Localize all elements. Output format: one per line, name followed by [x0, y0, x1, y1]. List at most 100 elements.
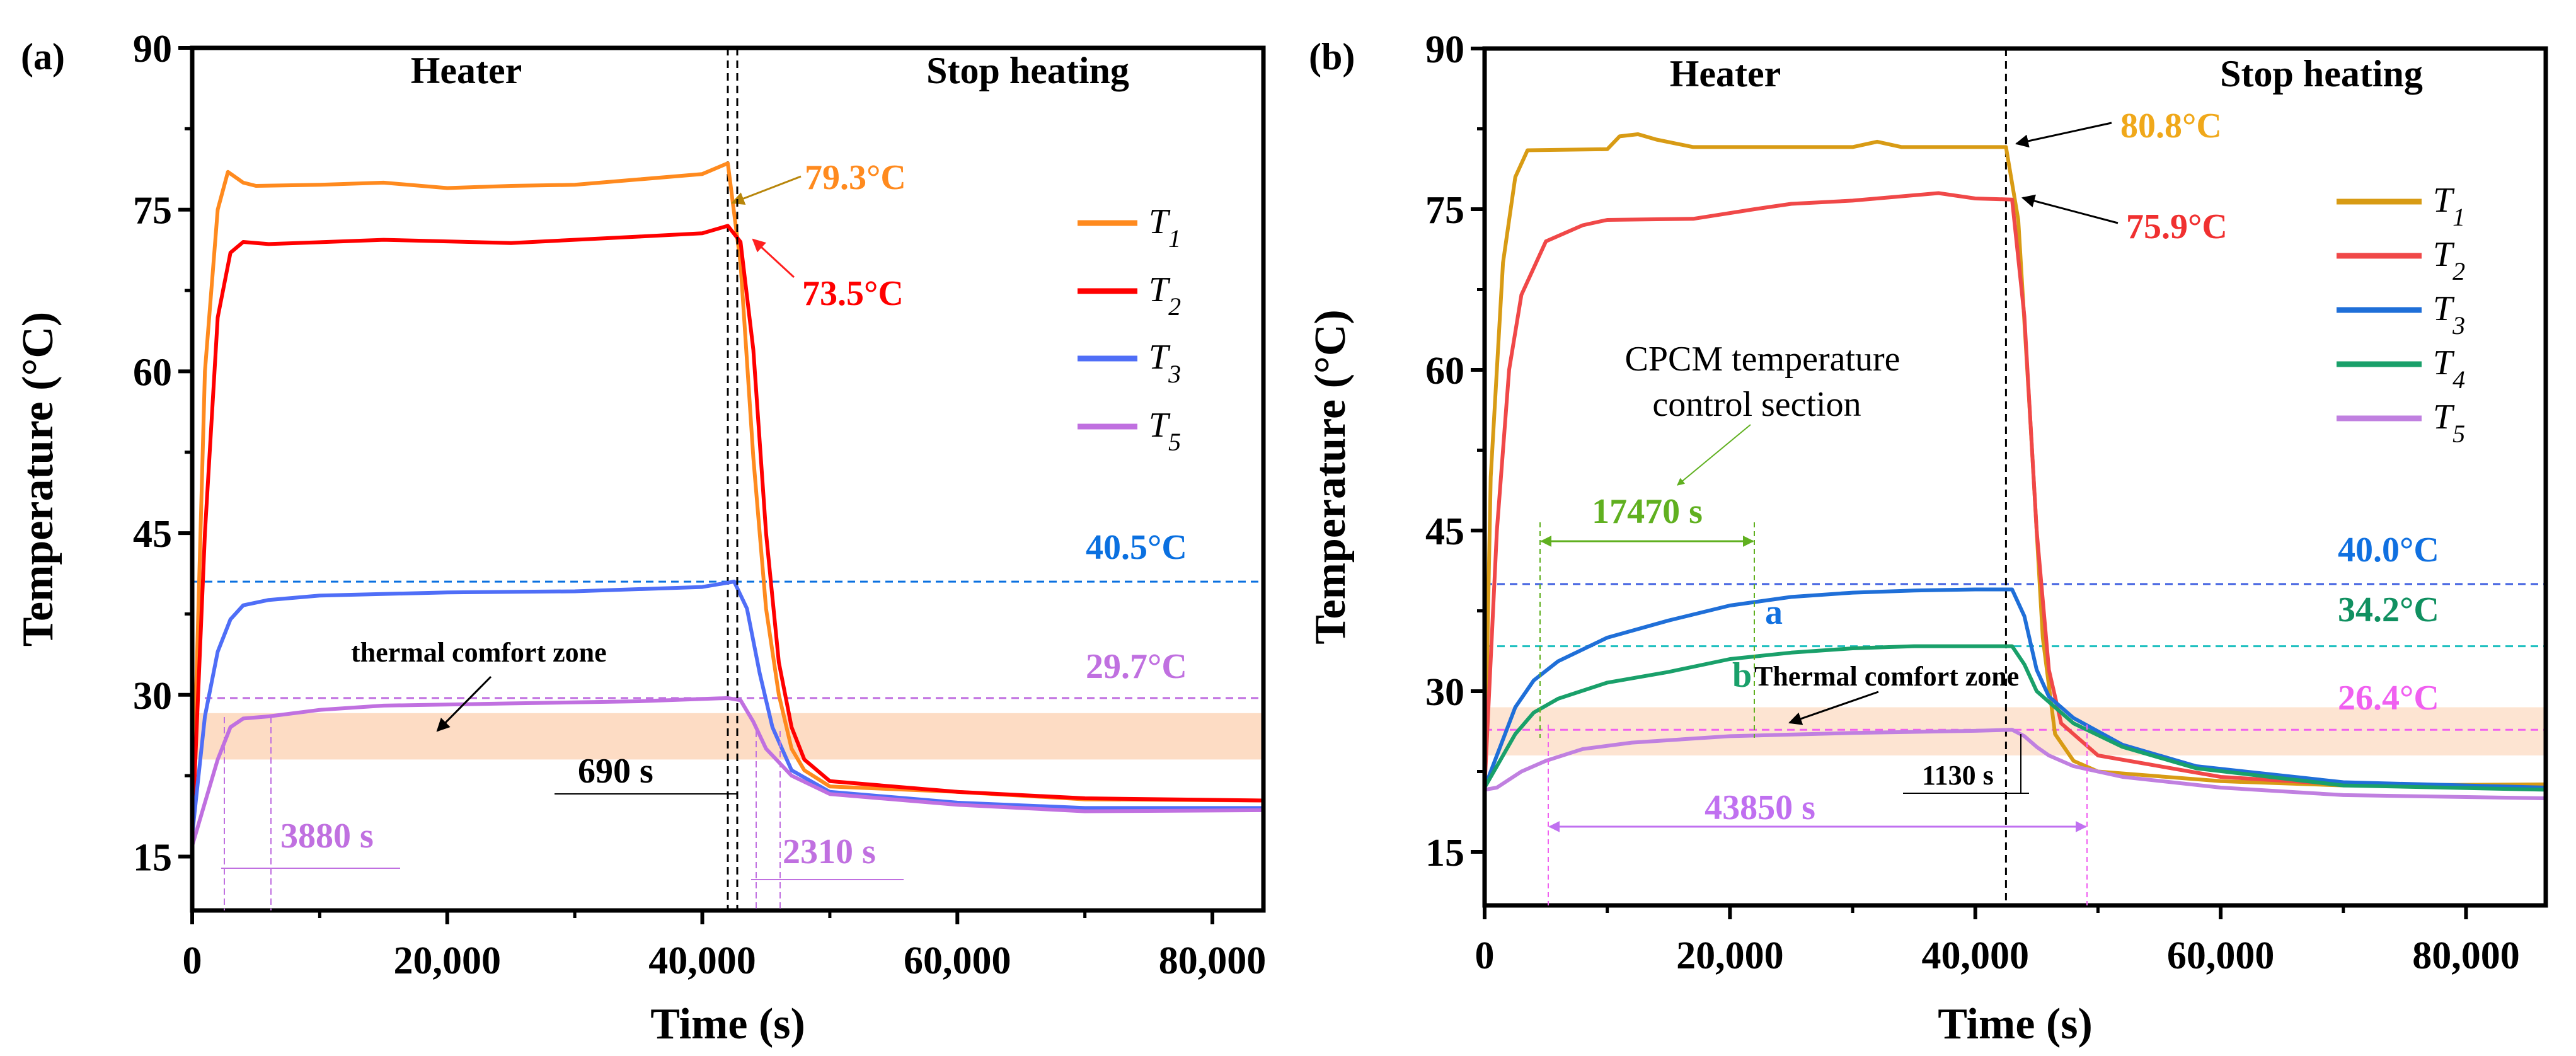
- legend-label-t3: T3: [2433, 289, 2465, 340]
- t1-peak-label: 80.8°C: [2120, 106, 2222, 146]
- panel-label: (b): [1309, 36, 1355, 77]
- reference-line-label: 40.0°C: [2338, 531, 2439, 570]
- y-tick-label: 75: [1425, 189, 1464, 232]
- y-tick-label: 30: [133, 675, 172, 718]
- reference-line-label: 40.5°C: [1086, 528, 1187, 567]
- legend-label-t2: T2: [1149, 270, 1181, 321]
- t1-peak-arrow: [731, 175, 802, 205]
- rise-time-label: 3880 s: [280, 817, 374, 856]
- region-heater-label: Heater: [411, 50, 522, 91]
- series-line-t2: [1483, 191, 2546, 789]
- series-line-t3: [1483, 587, 2546, 789]
- legend-subscript: 1: [1168, 224, 1181, 253]
- cpcm-label-line1: CPCM temperature: [1624, 340, 1900, 379]
- fall-time-label: 2310 s: [783, 832, 876, 871]
- reference-line-label: 34.2°C: [2338, 590, 2439, 629]
- plot-frame: [190, 45, 1266, 913]
- x-tick-label: 60,000: [2167, 934, 2275, 977]
- reference-line-label: 29.7°C: [1086, 647, 1187, 686]
- reference-line-label: 26.4°C: [2338, 679, 2439, 718]
- region-heater-label: Heater: [1670, 53, 1781, 95]
- series-line-t1: [1483, 132, 2546, 788]
- legend-subscript: 1: [2452, 203, 2465, 231]
- cpcm-arrow: [1677, 424, 1751, 486]
- legend-label-t4: T4: [2433, 343, 2465, 394]
- series-line-t3: [190, 580, 1263, 835]
- t1-peak-arrow: [2015, 122, 2112, 148]
- x-tick-label: 0: [183, 939, 202, 982]
- legend-label-t5: T5: [1149, 406, 1181, 456]
- x-tick-label: 60,000: [904, 939, 1011, 982]
- t1-peak-label: 79.3°C: [805, 158, 906, 197]
- cpcm-label-line2: control section: [1652, 385, 1861, 424]
- x-tick-label: 80,000: [2412, 934, 2520, 977]
- legend-subscript: 2: [2452, 257, 2465, 285]
- y-tick-label: 60: [133, 351, 172, 394]
- y-tick-label: 90: [133, 28, 172, 71]
- t2-peak-arrow: [2021, 194, 2119, 224]
- t2-peak-label: 73.5°C: [802, 274, 904, 313]
- x-tick-label: 20,000: [1676, 934, 1784, 977]
- region-stop-label: Stop heating: [2220, 53, 2423, 95]
- y-tick-label: 30: [1425, 671, 1464, 714]
- legend-name: T: [2433, 343, 2455, 382]
- legend-name: T: [2433, 181, 2455, 220]
- x-axis-title: Time (s): [1938, 1000, 2093, 1048]
- legend-subscript: 5: [1168, 428, 1181, 456]
- legend-subscript: 5: [2452, 420, 2465, 448]
- legend-label-t1: T1: [2433, 181, 2465, 231]
- y-tick-label: 15: [1425, 832, 1464, 875]
- comfort-zone-label: Thermal comfort zone: [1754, 661, 2019, 692]
- comfort-zone-arrow: [1788, 691, 1879, 725]
- y-tick-label: 45: [1425, 510, 1464, 553]
- lag-label: 1130 s: [1922, 760, 1994, 791]
- series-line-t2: [190, 224, 1264, 835]
- panel-label: (a): [21, 36, 65, 77]
- legend-subscript: 4: [2452, 365, 2465, 394]
- y-tick-label: 15: [133, 836, 172, 879]
- point-a-label: a: [1765, 593, 1783, 632]
- x-tick-label: 20,000: [394, 939, 502, 982]
- y-axis-title: Temperature (°C): [14, 312, 62, 647]
- plot-frame: [1482, 46, 2548, 908]
- legend-name: T: [2433, 235, 2455, 274]
- legend-subscript: 2: [1168, 292, 1181, 321]
- t2-peak-arrow: [752, 238, 795, 278]
- x-axis-title: Time (s): [650, 1000, 805, 1048]
- cpcm-duration-label: 17470 s: [1592, 492, 1703, 531]
- y-axis-title: Temperature (°C): [1306, 309, 1355, 645]
- y-tick-label: 60: [1425, 350, 1464, 393]
- series-line-t4: [1483, 644, 2546, 792]
- legend-name: T: [1149, 406, 1171, 445]
- comfort-duration-label: 43850 s: [1705, 788, 1815, 827]
- y-tick-label: 45: [133, 513, 172, 556]
- legend-name: T: [2433, 398, 2455, 437]
- x-tick-label: 40,000: [1921, 934, 2029, 977]
- series-line-t5: [1484, 728, 2546, 800]
- legend-label-t2: T2: [2433, 235, 2465, 285]
- lag-label: 690 s: [578, 752, 653, 791]
- region-stop-label: Stop heating: [926, 50, 1129, 91]
- series-line-t5: [190, 696, 1264, 847]
- y-tick-label: 75: [133, 190, 172, 232]
- point-b-label: b: [1732, 656, 1752, 695]
- legend-label-t3: T3: [1149, 338, 1181, 388]
- legend-label-t5: T5: [2433, 398, 2465, 448]
- x-tick-label: 80,000: [1159, 939, 1267, 982]
- legend-name: T: [1149, 202, 1171, 241]
- comfort-zone-label: thermal comfort zone: [351, 637, 607, 668]
- legend-subscript: 3: [1168, 360, 1181, 388]
- legend-label-t1: T1: [1149, 202, 1181, 253]
- x-tick-label: 40,000: [648, 939, 756, 982]
- legend-subscript: 3: [2452, 311, 2465, 340]
- comfort-zone-arrow: [436, 675, 492, 732]
- legend-name: T: [1149, 270, 1171, 309]
- y-tick-label: 90: [1425, 28, 1464, 71]
- series-line-t1: [190, 161, 1264, 835]
- t2-peak-label: 75.9°C: [2126, 207, 2228, 246]
- x-tick-label: 0: [1475, 934, 1495, 977]
- legend-name: T: [2433, 289, 2455, 328]
